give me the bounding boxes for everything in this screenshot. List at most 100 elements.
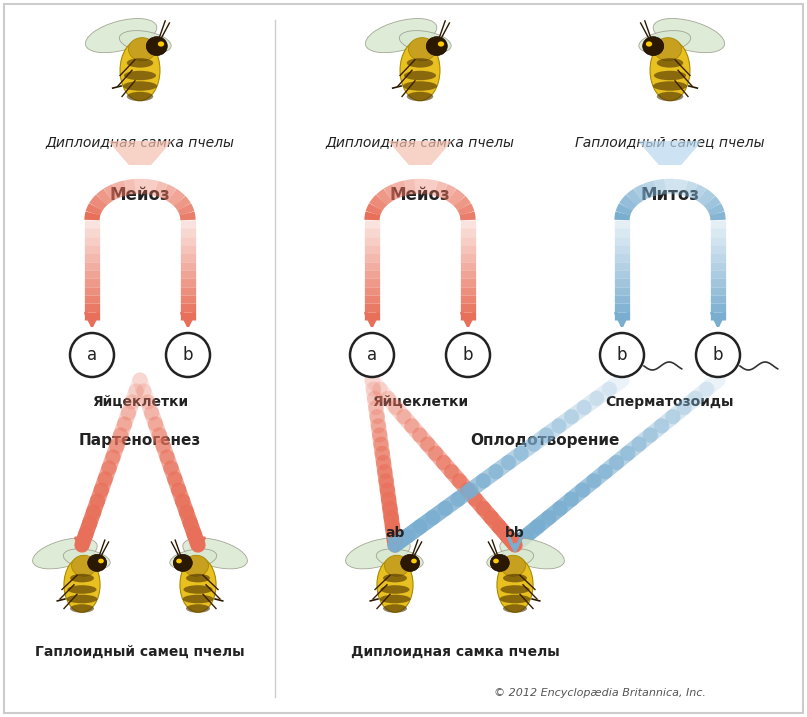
Ellipse shape [345, 538, 410, 569]
Ellipse shape [654, 71, 686, 80]
Text: a: a [87, 346, 97, 364]
Ellipse shape [411, 559, 417, 564]
Ellipse shape [426, 37, 447, 55]
Ellipse shape [399, 31, 451, 53]
Text: Яйцеклетки: Яйцеклетки [372, 395, 468, 409]
Ellipse shape [653, 81, 687, 91]
Text: b: b [182, 346, 193, 364]
Ellipse shape [401, 554, 420, 571]
Text: ab: ab [385, 526, 404, 540]
Ellipse shape [377, 557, 413, 612]
Ellipse shape [500, 594, 530, 603]
Ellipse shape [500, 538, 564, 569]
Ellipse shape [385, 555, 409, 576]
Ellipse shape [186, 604, 210, 613]
Ellipse shape [653, 19, 725, 52]
Ellipse shape [72, 555, 96, 576]
Circle shape [446, 333, 490, 377]
Text: Диплоидная самка пчелы: Диплоидная самка пчелы [325, 135, 515, 149]
Ellipse shape [88, 554, 107, 571]
Text: a: a [367, 346, 377, 364]
Ellipse shape [86, 19, 157, 52]
Ellipse shape [501, 555, 525, 576]
Circle shape [70, 333, 114, 377]
Text: Мейоз: Мейоз [390, 186, 450, 204]
Ellipse shape [503, 604, 527, 613]
Text: Диплоидная самка пчелы: Диплоидная самка пчелы [45, 135, 235, 149]
Polygon shape [108, 141, 172, 165]
Ellipse shape [183, 585, 212, 594]
Ellipse shape [124, 71, 156, 80]
Ellipse shape [158, 42, 164, 47]
Ellipse shape [174, 554, 192, 571]
Ellipse shape [127, 92, 153, 101]
Ellipse shape [400, 40, 440, 100]
Ellipse shape [407, 58, 433, 67]
Ellipse shape [123, 81, 157, 91]
Ellipse shape [657, 92, 684, 101]
Text: © 2012 Encyclopædia Britannica, Inc.: © 2012 Encyclopædia Britannica, Inc. [494, 688, 706, 698]
Ellipse shape [70, 604, 94, 613]
Text: Гаплоидный самец пчелы: Гаплоидный самец пчелы [575, 135, 765, 149]
Text: Партеногенез: Партеногенез [79, 432, 201, 447]
Text: Митоз: Митоз [641, 186, 700, 204]
Text: Оплодотворение: Оплодотворение [470, 432, 620, 447]
Ellipse shape [67, 594, 98, 603]
Ellipse shape [380, 585, 409, 594]
Ellipse shape [497, 557, 533, 612]
Ellipse shape [127, 58, 153, 67]
Ellipse shape [146, 37, 167, 55]
Ellipse shape [176, 559, 182, 564]
Ellipse shape [183, 538, 248, 569]
Ellipse shape [376, 549, 423, 569]
Ellipse shape [650, 40, 690, 100]
Ellipse shape [169, 549, 217, 569]
Ellipse shape [404, 71, 436, 80]
Text: b: b [713, 346, 723, 364]
Ellipse shape [180, 557, 216, 612]
Text: bb: bb [505, 526, 525, 540]
Ellipse shape [186, 574, 210, 582]
Ellipse shape [379, 594, 411, 603]
Text: Диплоидная самка пчелы: Диплоидная самка пчелы [350, 645, 559, 659]
Text: b: b [462, 346, 473, 364]
Text: Сперматозоиды: Сперматозоиды [606, 395, 734, 409]
Ellipse shape [493, 559, 499, 564]
Ellipse shape [128, 38, 156, 61]
Ellipse shape [32, 538, 97, 569]
Ellipse shape [120, 40, 160, 100]
Ellipse shape [407, 92, 433, 101]
Ellipse shape [119, 31, 171, 53]
Polygon shape [388, 141, 452, 165]
Ellipse shape [63, 549, 111, 569]
Ellipse shape [408, 38, 436, 61]
Ellipse shape [68, 585, 97, 594]
Ellipse shape [503, 574, 527, 582]
Polygon shape [638, 141, 702, 165]
Text: b: b [617, 346, 627, 364]
Ellipse shape [657, 58, 684, 67]
Circle shape [696, 333, 740, 377]
Ellipse shape [383, 604, 407, 613]
Text: Яйцеклетки: Яйцеклетки [92, 395, 188, 409]
Ellipse shape [646, 42, 652, 47]
Ellipse shape [491, 554, 509, 571]
Ellipse shape [487, 549, 533, 569]
Ellipse shape [184, 555, 208, 576]
Ellipse shape [403, 81, 437, 91]
Circle shape [600, 333, 644, 377]
Ellipse shape [64, 557, 100, 612]
Ellipse shape [70, 574, 94, 582]
Ellipse shape [642, 37, 663, 55]
Ellipse shape [438, 42, 444, 47]
Ellipse shape [383, 574, 407, 582]
Ellipse shape [654, 38, 682, 61]
Text: Мейоз: Мейоз [110, 186, 170, 204]
Circle shape [166, 333, 210, 377]
Ellipse shape [500, 585, 529, 594]
Text: Гаплоидный самец пчелы: Гаплоидный самец пчелы [36, 645, 245, 659]
Circle shape [350, 333, 394, 377]
Ellipse shape [366, 19, 437, 52]
Ellipse shape [98, 559, 104, 564]
Ellipse shape [639, 31, 691, 53]
